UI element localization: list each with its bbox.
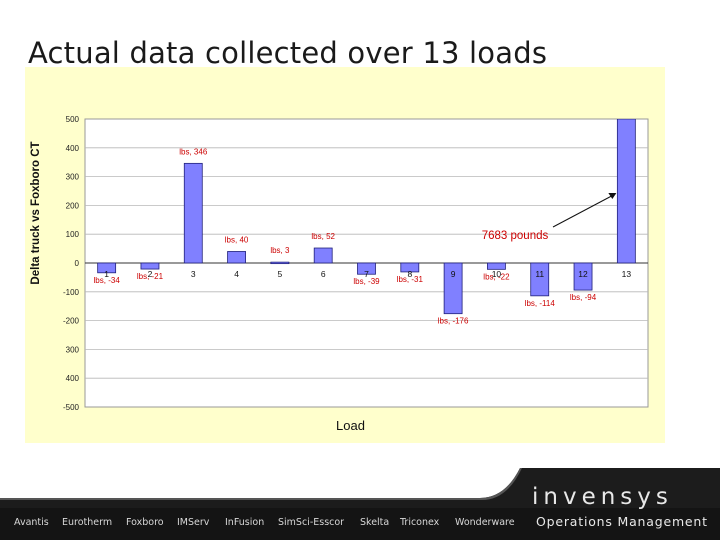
- x-tick-label: 4: [234, 269, 239, 279]
- annotation-arrowhead: [608, 193, 617, 199]
- x-axis-label: Load: [336, 418, 365, 433]
- x-tick-label: 6: [321, 269, 326, 279]
- x-tick-label: 8: [407, 269, 412, 279]
- y-tick-label: -500: [63, 403, 80, 412]
- data-label: lbs, -31: [397, 275, 424, 284]
- brand-bar: [0, 508, 720, 540]
- bar: [443, 262, 463, 315]
- x-tick-label: 1: [104, 269, 109, 279]
- brand-item: InFusion: [225, 517, 265, 528]
- y-tick-label: 400: [66, 144, 80, 153]
- x-tick-label: 2: [148, 269, 153, 279]
- bar: [530, 262, 550, 297]
- brand-item: SimSci-Esscor: [278, 517, 345, 528]
- y-tick-label: 500: [66, 115, 80, 124]
- y-tick-label: 0: [75, 259, 80, 268]
- brand-item: Eurotherm: [62, 517, 113, 528]
- y-axis-label: Delta truck vs Foxboro CT: [30, 141, 42, 284]
- bar: [183, 162, 203, 264]
- bar: [313, 247, 333, 264]
- y-tick-label: 100: [66, 230, 80, 239]
- bar: [400, 262, 420, 273]
- bar: [616, 119, 636, 264]
- y-tick-label: 300: [66, 345, 80, 354]
- data-label: lbs, -34: [94, 276, 121, 285]
- slide-title: Actual data collected over 13 loads: [28, 36, 548, 70]
- y-tick-label: -100: [63, 288, 80, 297]
- data-label: lbs, -176: [438, 317, 469, 326]
- data-label: lbs, 40: [225, 235, 249, 244]
- annotation-arrow: [552, 193, 616, 228]
- bar: [487, 262, 506, 270]
- x-tick-label: 5: [278, 269, 283, 279]
- brand-item: Wonderware: [455, 517, 515, 528]
- brand-item: Avantis: [14, 517, 49, 528]
- data-label: lbs, -39: [353, 277, 380, 286]
- bar: [140, 262, 160, 270]
- bar: [97, 262, 117, 274]
- data-label: lbs, 346: [179, 147, 208, 156]
- data-label: lbs, -21: [137, 272, 164, 281]
- x-tick-label: 3: [191, 269, 196, 279]
- company-logo: invensys: [532, 484, 673, 510]
- annotation-label: 7683 pounds: [482, 230, 549, 242]
- bar-chart: 5004003002001000-100-200300400-5001lbs, …: [30, 115, 649, 433]
- data-label: lbs, 3: [270, 246, 290, 255]
- bar: [227, 251, 246, 264]
- data-label: lbs, -114: [525, 299, 556, 308]
- data-label: lbs, -22: [483, 272, 510, 281]
- brand-item: Foxboro: [126, 517, 164, 528]
- bar: [357, 262, 376, 275]
- x-tick-label: 13: [622, 269, 632, 279]
- y-tick-label: -200: [63, 317, 80, 326]
- x-tick-label: 11: [535, 269, 544, 279]
- data-label: lbs, 52: [311, 232, 335, 241]
- bar: [270, 261, 290, 265]
- x-tick-label: 7: [364, 269, 369, 279]
- brand-item: Triconex: [400, 517, 440, 528]
- bar: [573, 262, 593, 291]
- company-logo-subtitle: Operations Management: [536, 514, 708, 529]
- y-tick-label: 400: [66, 374, 80, 383]
- brand-item: IMServ: [177, 517, 210, 528]
- y-tick-label: 200: [66, 201, 80, 210]
- brand-item: Skelta: [360, 517, 390, 528]
- chart-area: 500 400 300 200 100 0 -100 -200 300 400 -500 1 lbs, …: [25, 67, 665, 443]
- y-tick-label: 300: [66, 173, 80, 182]
- x-tick-label: 12: [578, 269, 588, 279]
- x-tick-label: 9: [451, 269, 456, 279]
- x-tick-label: 10: [492, 269, 502, 279]
- data-label: lbs, -94: [570, 293, 597, 302]
